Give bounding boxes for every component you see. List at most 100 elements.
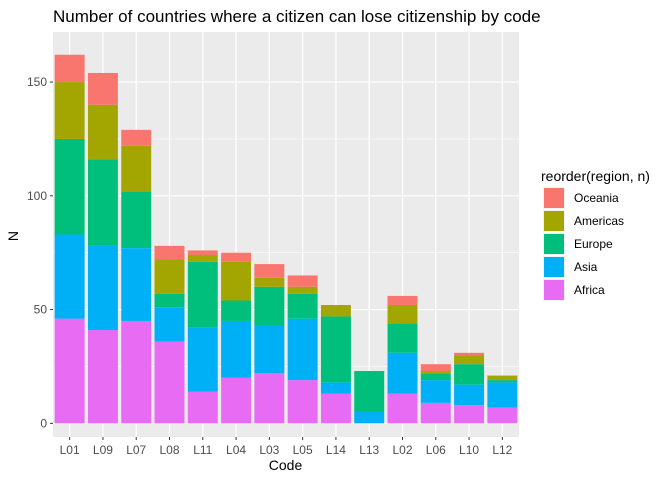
bar-l14-americas xyxy=(320,305,351,317)
x-tick-label: L02 xyxy=(392,443,412,457)
y-axis-ticks: 0 50 100 150 xyxy=(27,75,53,430)
y-axis-title: N xyxy=(5,231,21,241)
bar-l10-africa xyxy=(454,405,485,424)
x-tick-label: L08 xyxy=(159,443,179,457)
bar-l06-africa xyxy=(420,402,451,424)
x-tick-label: L12 xyxy=(492,443,512,457)
bar-l07-africa xyxy=(121,320,152,424)
x-axis-title: Code xyxy=(269,457,303,473)
bar-l03-africa xyxy=(254,373,285,424)
x-tick-label: L01 xyxy=(60,443,80,457)
bar-l10-europe xyxy=(454,364,485,385)
bar-l10-oceania xyxy=(454,352,485,356)
bar-l11-asia xyxy=(187,327,218,392)
x-tick-label: L11 xyxy=(193,443,212,457)
legend-swatch-americas xyxy=(544,211,564,231)
bar-l11-americas xyxy=(187,254,218,262)
bar-l08-europe xyxy=(154,293,185,308)
legend-label-europe: Europe xyxy=(574,237,613,251)
x-tick-label: L10 xyxy=(459,443,479,457)
bar-l04-europe xyxy=(221,300,252,321)
bar-l11-africa xyxy=(187,391,218,424)
bar-l14-africa xyxy=(320,393,351,424)
bar-l12-europe xyxy=(487,380,518,383)
bar-l06-americas xyxy=(420,371,451,374)
bar-l06-europe xyxy=(420,373,451,381)
bar-l03-americas xyxy=(254,277,285,287)
bar-l09-europe xyxy=(87,159,118,246)
bar-l13-europe xyxy=(354,371,385,412)
x-tick-label: L03 xyxy=(259,443,279,457)
bar-l03-oceania xyxy=(254,264,285,278)
bar-l01-europe xyxy=(54,138,85,235)
x-tick-label: L07 xyxy=(126,443,146,457)
x-tick-label: L13 xyxy=(359,443,379,457)
legend-title: reorder(region, n) xyxy=(541,168,650,184)
bar-l05-africa xyxy=(287,380,318,424)
bar-l04-asia xyxy=(221,320,252,378)
bar-l05-asia xyxy=(287,318,318,381)
bar-l12-americas xyxy=(487,375,518,381)
bar-l13-asia xyxy=(354,411,385,424)
x-tick-label: L05 xyxy=(293,443,313,457)
legend-label-asia: Asia xyxy=(574,260,598,274)
bar-l09-oceania xyxy=(87,72,118,105)
x-tick-label: L09 xyxy=(93,443,113,457)
bar-l05-americas xyxy=(287,286,318,294)
bar-l01-asia xyxy=(54,234,85,319)
bar-l03-europe xyxy=(254,286,285,326)
bar-l10-asia xyxy=(454,384,485,406)
legend: reorder(region, n) Oceania Americas Europe… xyxy=(541,168,650,301)
bar-l09-asia xyxy=(87,245,118,331)
bar-l05-europe xyxy=(287,293,318,319)
legend-label-africa: Africa xyxy=(574,283,605,297)
y-tick-label: 150 xyxy=(27,75,47,89)
bar-l02-europe xyxy=(387,323,418,353)
y-tick-label: 100 xyxy=(27,189,47,203)
bar-l06-asia xyxy=(420,380,451,403)
bar-l01-africa xyxy=(54,318,85,424)
bar-l01-americas xyxy=(54,82,85,139)
legend-swatch-africa xyxy=(544,280,564,300)
bar-l08-asia xyxy=(154,307,185,342)
y-tick-label: 0 xyxy=(40,416,47,430)
legend-swatch-europe xyxy=(544,234,564,254)
legend-swatch-asia xyxy=(544,257,564,277)
chart-title: Number of countries where a citizen can … xyxy=(53,7,541,26)
bar-l04-africa xyxy=(221,377,252,424)
x-tick-label: L14 xyxy=(326,443,346,457)
bar-l09-africa xyxy=(87,330,118,424)
legend-label-americas: Americas xyxy=(574,214,624,228)
bar-l07-europe xyxy=(121,191,152,249)
bar-l14-europe xyxy=(320,316,351,383)
bar-l01-oceania xyxy=(54,54,85,83)
bar-l11-europe xyxy=(187,261,218,328)
bar-l05-oceania xyxy=(287,275,318,287)
bar-l08-oceania xyxy=(154,245,185,260)
bar-l08-africa xyxy=(154,341,185,424)
bar-l07-americas xyxy=(121,145,152,192)
bar-l10-americas xyxy=(454,355,485,365)
bar-l04-americas xyxy=(221,261,252,301)
bar-l07-asia xyxy=(121,248,152,321)
bar-l02-oceania xyxy=(387,295,418,306)
bar-l11-oceania xyxy=(187,250,218,255)
bar-l07-oceania xyxy=(121,129,152,146)
bar-l06-oceania xyxy=(420,364,451,372)
x-tick-label: L06 xyxy=(426,443,446,457)
bar-l09-americas xyxy=(87,104,118,160)
legend-label-oceania: Oceania xyxy=(574,191,619,205)
y-tick-label: 50 xyxy=(34,303,48,317)
bar-l02-americas xyxy=(387,305,418,324)
legend-swatch-oceania xyxy=(544,188,564,208)
bar-l14-asia xyxy=(320,382,351,394)
x-tick-label: L04 xyxy=(226,443,246,457)
bar-l04-oceania xyxy=(221,252,252,262)
bar-l12-asia xyxy=(487,382,518,408)
bar-l02-asia xyxy=(387,352,418,394)
x-axis-ticks: L01 L09 L07 L08 L11 L04 L03 L05 L14 L13 L02 L06 L10 L… xyxy=(60,437,513,457)
bar-l02-africa xyxy=(387,393,418,424)
bar-l08-americas xyxy=(154,259,185,294)
bar-l12-africa xyxy=(487,407,518,424)
